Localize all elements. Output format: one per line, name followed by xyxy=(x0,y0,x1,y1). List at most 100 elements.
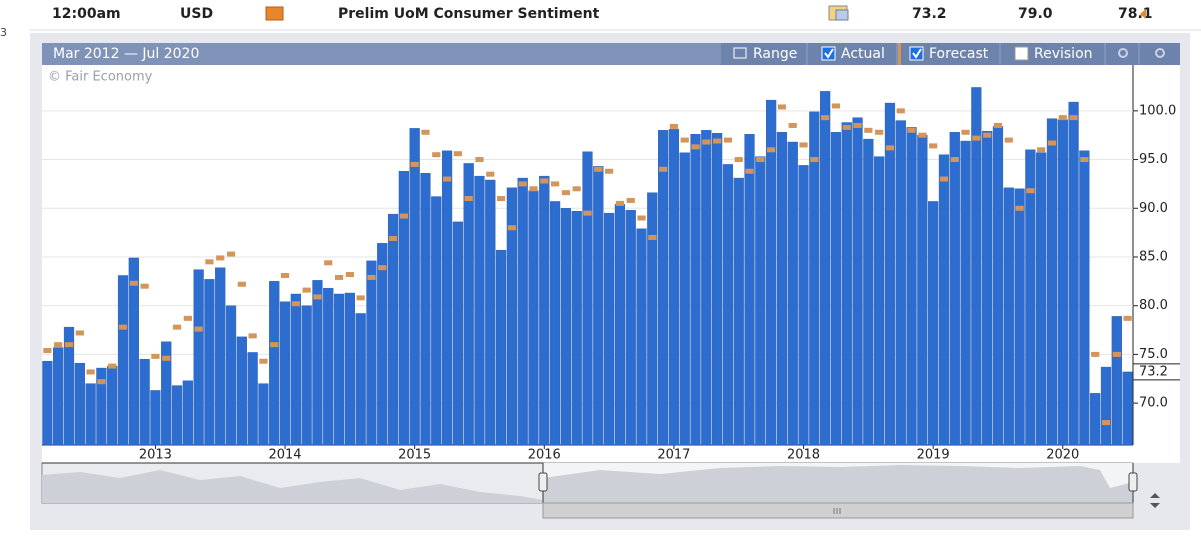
bar xyxy=(1014,188,1025,446)
forecast-label[interactable]: Forecast xyxy=(929,46,989,62)
bar xyxy=(528,190,539,446)
bar xyxy=(701,130,712,446)
forecast-marker xyxy=(821,115,830,121)
forecast-marker xyxy=(345,272,354,278)
forecast-marker xyxy=(421,129,430,135)
zoom-in[interactable] xyxy=(1106,43,1138,65)
forecast-marker xyxy=(378,265,387,271)
x-tick-label: 2020 xyxy=(1046,448,1079,463)
range-label[interactable]: Range xyxy=(753,46,797,62)
forecast-marker xyxy=(1058,115,1067,121)
nav-handle[interactable] xyxy=(538,472,548,492)
forecast-marker xyxy=(280,272,290,278)
forecast-marker xyxy=(313,294,322,300)
previous-value: 78.1 xyxy=(1118,6,1153,22)
bar xyxy=(820,91,831,446)
bar xyxy=(884,102,896,446)
bar xyxy=(74,362,85,446)
forecast-marker xyxy=(237,281,246,287)
bar xyxy=(614,204,626,446)
y-tick-label: 100.0 xyxy=(1139,103,1176,118)
forecast-marker xyxy=(961,129,970,135)
range-icon xyxy=(733,47,747,59)
actual-label[interactable]: Actual xyxy=(841,46,885,62)
forecast-marker xyxy=(745,168,754,174)
bar xyxy=(755,156,766,446)
forecast-marker xyxy=(885,145,895,151)
bar xyxy=(290,293,301,446)
bar xyxy=(312,280,323,446)
bar xyxy=(333,293,345,446)
forecast-marker xyxy=(410,161,419,167)
bar xyxy=(917,134,928,446)
forecast-marker xyxy=(550,181,560,187)
forecast-marker xyxy=(680,137,689,143)
resize-arrows[interactable] xyxy=(1150,493,1160,508)
check xyxy=(912,48,922,59)
left-marker: 3 xyxy=(0,26,7,39)
forecast-marker xyxy=(799,142,808,148)
bar xyxy=(960,140,971,446)
bar xyxy=(387,213,399,446)
forecast-marker xyxy=(939,176,949,182)
bar xyxy=(604,212,615,446)
bar xyxy=(279,301,291,446)
forecast-marker xyxy=(129,280,138,286)
bar xyxy=(549,201,561,446)
forecast-marker xyxy=(842,124,851,130)
row-bg xyxy=(0,0,1201,30)
forecast-marker xyxy=(734,157,743,163)
bar xyxy=(225,305,237,446)
revision-checkbox[interactable] xyxy=(1014,46,1029,61)
forecast-marker xyxy=(86,369,95,375)
bar xyxy=(431,196,442,446)
forecast-marker xyxy=(1112,351,1121,357)
forecast-marker xyxy=(1069,115,1078,121)
forecast-marker xyxy=(248,333,257,339)
forecast-marker xyxy=(334,274,344,280)
forecast-marker xyxy=(464,196,473,202)
bar xyxy=(1122,371,1133,446)
forecast-marker xyxy=(475,157,484,163)
bar xyxy=(171,385,183,446)
bar xyxy=(982,131,993,446)
forecast-marker xyxy=(972,135,981,141)
forecast-marker xyxy=(1080,157,1089,163)
bar xyxy=(63,326,75,446)
forecast-marker xyxy=(864,127,873,133)
bar xyxy=(863,138,874,446)
forecast-marker xyxy=(183,315,192,321)
scroll-grip xyxy=(833,508,841,514)
nav-handle[interactable] xyxy=(1128,472,1138,492)
bar xyxy=(1046,118,1058,446)
bar xyxy=(236,336,247,446)
forecast-marker xyxy=(496,196,506,202)
forecast-marker xyxy=(205,259,214,265)
forecast-marker xyxy=(691,144,700,150)
bar xyxy=(204,279,215,446)
bar xyxy=(269,281,280,446)
bar xyxy=(215,267,226,446)
forecast-marker xyxy=(637,215,646,221)
forecast-marker xyxy=(302,287,311,293)
event[interactable]: Prelim UoM Consumer Sentiment xyxy=(338,6,600,22)
forecast-marker xyxy=(259,358,268,364)
forecast-marker xyxy=(1015,205,1024,211)
forecast-marker xyxy=(324,260,333,266)
bar xyxy=(463,163,474,446)
bar xyxy=(830,132,842,446)
scrollbar[interactable] xyxy=(542,502,1134,519)
x-tick-label: 2014 xyxy=(268,448,301,463)
zoom-out[interactable] xyxy=(1140,43,1180,65)
forecast-marker xyxy=(151,353,160,359)
forecast-marker xyxy=(853,122,862,128)
forecast-toggle[interactable] xyxy=(901,43,999,65)
revision-label[interactable]: Revision xyxy=(1034,46,1093,62)
forecast-swatch xyxy=(898,43,901,65)
zoom-icon xyxy=(1155,48,1165,58)
bar xyxy=(420,172,431,446)
forecast-marker xyxy=(950,157,959,163)
forecast-marker xyxy=(486,171,495,177)
navigator-area xyxy=(42,470,543,503)
